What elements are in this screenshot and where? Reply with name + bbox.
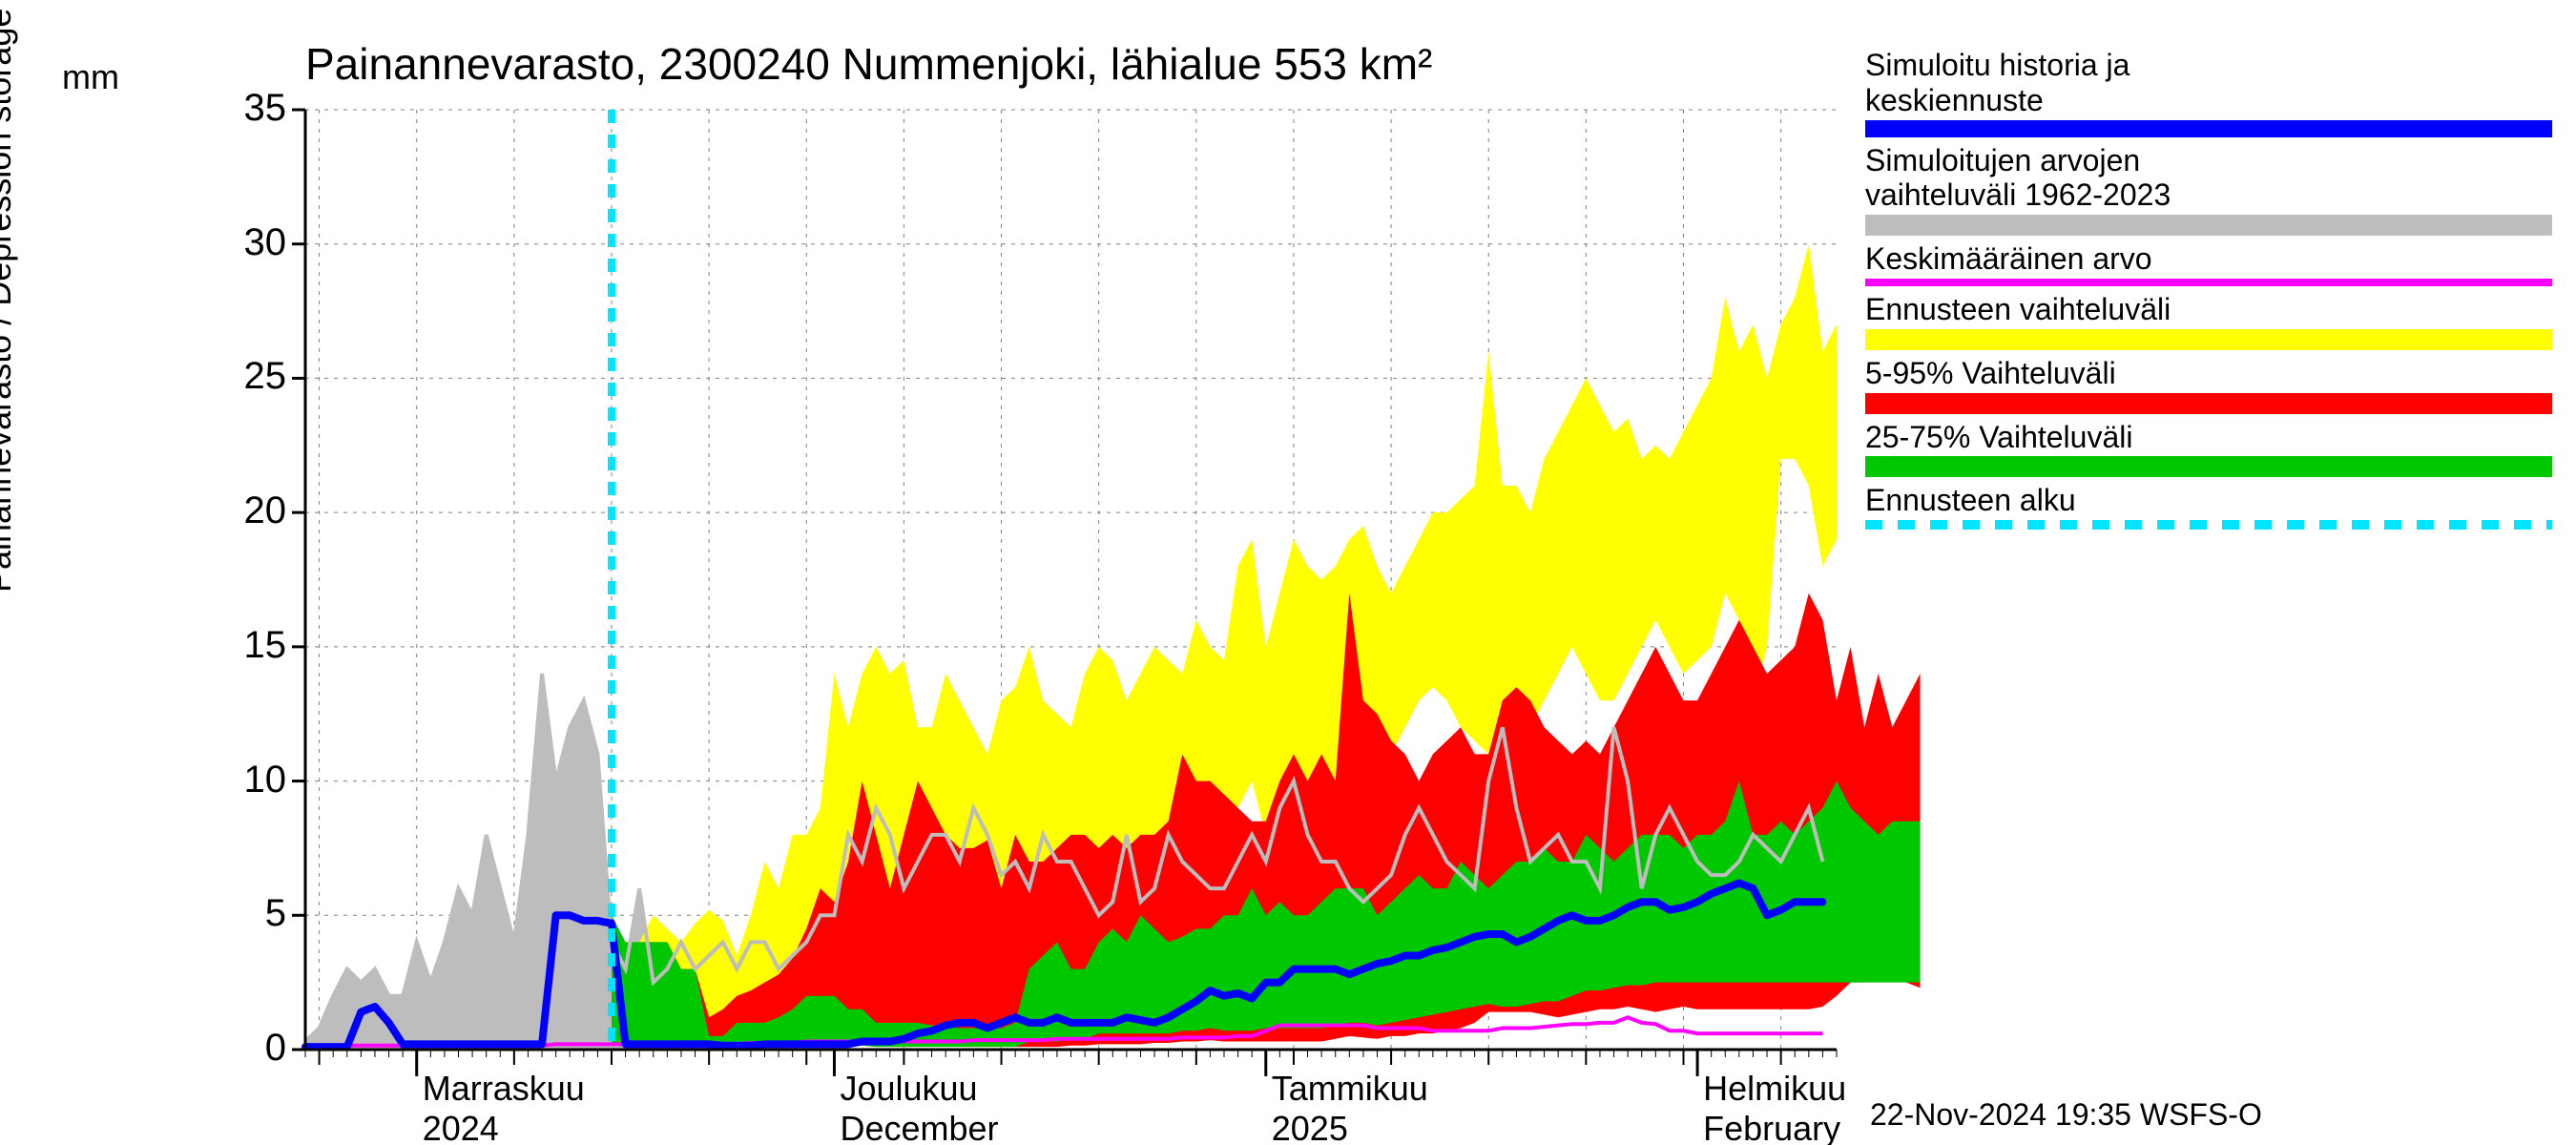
legend-swatch [1865, 520, 2552, 530]
legend-swatch [1865, 215, 2552, 236]
legend-swatch [1865, 456, 2552, 477]
legend-item: Simuloitu historia jakeskiennuste [1865, 48, 2552, 137]
y-tick-label: 30 [229, 221, 286, 264]
x-tick-label: Tammikuu2025 [1272, 1069, 1428, 1145]
y-tick-label: 25 [229, 355, 286, 398]
chart-container: Painannevarasto / Depression storage mm … [0, 0, 2576, 1145]
y-tick-label: 15 [229, 624, 286, 667]
legend-swatch [1865, 329, 2552, 350]
legend-item: 25-75% Vaihteluväli [1865, 420, 2552, 478]
y-tick-label: 0 [229, 1027, 286, 1070]
x-tick-label: JoulukuuDecember [840, 1069, 998, 1145]
y-axis-label: Painannevarasto / Depression storage mm [0, 0, 19, 593]
legend-item: Ennusteen vaihteluväli [1865, 292, 2552, 350]
legend-item: Simuloitujen arvojenvaihteluväli 1962-20… [1865, 143, 2552, 237]
y-tick-label: 20 [229, 489, 286, 532]
y-tick-label: 35 [229, 87, 286, 130]
legend-item: 5-95% Vaihteluväli [1865, 356, 2552, 414]
legend-item: Ennusteen alku [1865, 483, 2552, 530]
x-tick-label: Marraskuu2024 [423, 1069, 585, 1145]
x-tick-label: HelmikuuFebruary [1703, 1069, 1846, 1145]
legend-swatch [1865, 120, 2552, 137]
y-tick-label: 10 [229, 759, 286, 802]
chart-title: Painannevarasto, 2300240 Nummenjoki, läh… [305, 38, 1432, 90]
legend-item: Keskimääräinen arvo [1865, 241, 2552, 286]
legend-swatch [1865, 393, 2552, 414]
plot-area [305, 110, 1837, 1050]
legend: Simuloitu historia jakeskiennusteSimuloi… [1865, 48, 2552, 535]
timestamp: 22-Nov-2024 19:35 WSFS-O [1870, 1097, 2262, 1133]
y-tick-label: 5 [229, 892, 286, 935]
legend-swatch [1865, 279, 2552, 286]
unit-label: mm [62, 57, 119, 97]
